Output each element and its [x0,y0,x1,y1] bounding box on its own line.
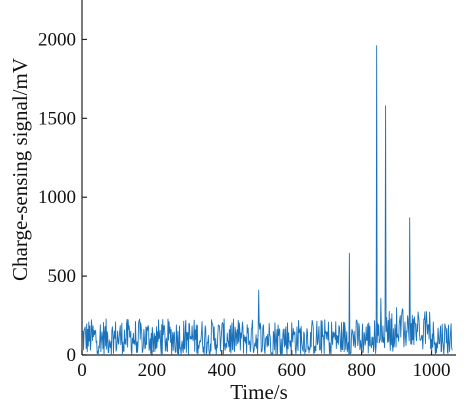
y-tick-label: 2000 [38,29,76,50]
x-tick-label: 800 [347,360,376,381]
y-axis-title: Charge-sensing signal/mV [8,58,32,281]
x-tick-label: 0 [77,360,87,381]
x-tick-label: 600 [277,360,306,381]
y-tick-label: 0 [67,345,77,366]
axes [81,0,456,356]
x-tick-label: 1000 [413,360,451,381]
x-tick-label: 200 [138,360,167,381]
x-ticks: 0 200 400 600 800 1000 [77,350,451,381]
y-tick-label: 500 [48,266,77,287]
x-axis-title: Time/s [230,380,288,404]
x-tick-label: 400 [208,360,237,381]
y-ticks: 0 500 1000 1500 2000 [38,29,87,366]
series-line [81,45,453,356]
y-tick-label: 1500 [38,108,76,129]
y-tick-label: 1000 [38,187,76,208]
